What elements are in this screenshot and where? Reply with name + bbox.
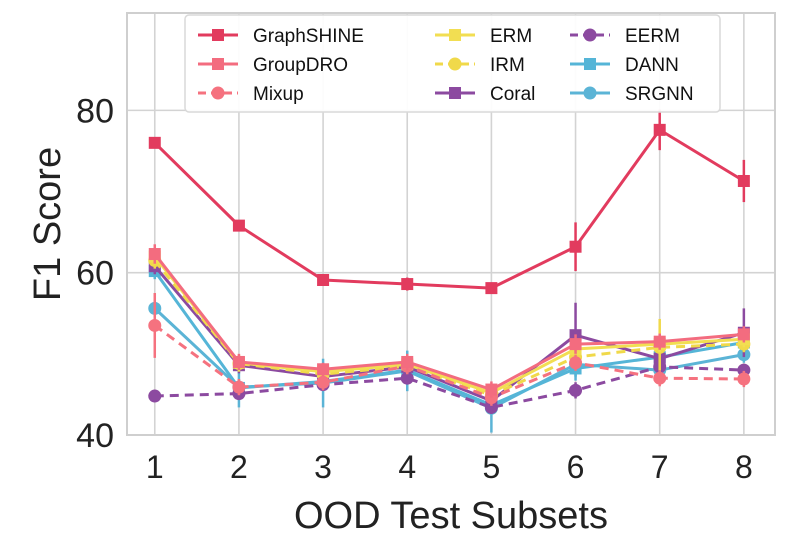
legend-item-srgnn: SRGNN bbox=[570, 84, 694, 105]
y-axis-title: F1 Score bbox=[27, 147, 69, 301]
series-line-graphshine bbox=[153, 128, 745, 290]
legend-item-coral: Coral bbox=[435, 84, 535, 105]
data-point bbox=[232, 380, 246, 394]
data-point bbox=[485, 282, 498, 295]
x-tick-label: 4 bbox=[398, 449, 416, 485]
tick-labels: 1 2 3 4 5 6 7 8 40 60 80 bbox=[76, 92, 753, 485]
data-point bbox=[737, 372, 751, 386]
data-point bbox=[653, 123, 666, 136]
legend-item-erm: ERM bbox=[435, 26, 532, 47]
legend-marker bbox=[583, 28, 597, 42]
series-line-coral bbox=[153, 265, 745, 403]
data-point bbox=[316, 375, 330, 389]
data-point bbox=[148, 248, 161, 261]
legend-label: Coral bbox=[490, 84, 535, 105]
legend-marker bbox=[212, 29, 224, 41]
legend-marker bbox=[448, 57, 462, 71]
y-tick-label: 80 bbox=[76, 92, 114, 130]
data-point bbox=[737, 328, 750, 341]
legend-item-graphshine: GraphSHINE bbox=[198, 26, 364, 47]
legend-label: DANN bbox=[625, 55, 679, 76]
series-layer bbox=[148, 109, 751, 433]
legend-marker bbox=[449, 87, 461, 99]
legend-label: SRGNN bbox=[625, 84, 694, 105]
series-line-eerm bbox=[154, 365, 744, 409]
legend-marker bbox=[211, 86, 225, 100]
data-point bbox=[653, 371, 667, 385]
legend-label: IRM bbox=[490, 55, 525, 76]
legend-marker bbox=[212, 58, 224, 70]
legend-label: ERM bbox=[490, 26, 532, 47]
data-point bbox=[232, 355, 245, 368]
x-tick-label: 1 bbox=[146, 449, 164, 485]
x-tick-label: 6 bbox=[567, 449, 585, 485]
legend-item-irm: IRM bbox=[435, 55, 525, 76]
data-point bbox=[569, 240, 582, 253]
series-groupdro bbox=[148, 244, 750, 398]
data-point bbox=[317, 273, 330, 286]
plot-frame bbox=[126, 12, 776, 436]
data-point bbox=[148, 318, 162, 332]
x-tick-label: 5 bbox=[482, 449, 500, 485]
data-point bbox=[737, 174, 750, 187]
x-tick-label: 8 bbox=[735, 449, 753, 485]
x-tick-label: 2 bbox=[230, 449, 248, 485]
series-graphshine bbox=[148, 109, 750, 295]
legend-marker bbox=[449, 29, 461, 41]
series-line-dann bbox=[153, 270, 745, 407]
legend-label: EERM bbox=[625, 26, 680, 47]
data-point bbox=[148, 136, 161, 149]
series-line-groupdro bbox=[153, 253, 744, 392]
data-point bbox=[401, 278, 414, 291]
data-point bbox=[569, 338, 582, 351]
data-point bbox=[653, 335, 666, 348]
data-point bbox=[400, 371, 414, 385]
legend-item-groupdro: GroupDRO bbox=[198, 55, 348, 76]
legend: GraphSHINE GroupDRO Mixup ERM IRM Coral EERM DA… bbox=[184, 14, 721, 113]
data-point bbox=[401, 355, 414, 368]
data-point bbox=[317, 363, 330, 376]
legend-marker bbox=[584, 58, 596, 70]
x-tick-label: 7 bbox=[651, 449, 669, 485]
data-point bbox=[485, 383, 498, 396]
data-point bbox=[232, 219, 245, 232]
legend-marker bbox=[583, 86, 597, 100]
legend-item-mixup: Mixup bbox=[198, 84, 304, 105]
data-point bbox=[737, 363, 751, 377]
legend-item-dann: DANN bbox=[570, 55, 679, 76]
legend-label: GroupDRO bbox=[253, 55, 348, 76]
y-tick-label: 60 bbox=[76, 255, 114, 293]
legend-item-eerm: EERM bbox=[570, 26, 680, 47]
data-point bbox=[569, 383, 583, 397]
data-point bbox=[569, 356, 583, 370]
data-point bbox=[148, 389, 162, 403]
series-line-mixup bbox=[153, 324, 744, 400]
x-axis-title: OOD Test Subsets bbox=[294, 495, 608, 537]
y-tick-label: 40 bbox=[76, 417, 114, 455]
x-tick-label: 3 bbox=[314, 449, 332, 485]
legend-label: GraphSHINE bbox=[253, 26, 364, 47]
legend-label: Mixup bbox=[253, 84, 304, 105]
